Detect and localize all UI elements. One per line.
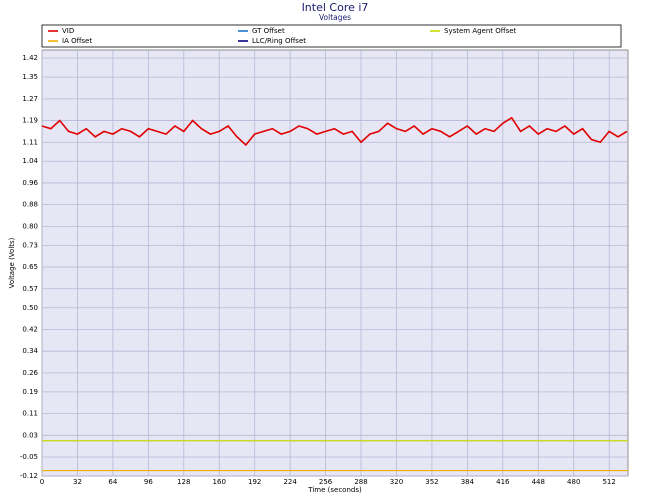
y-tick-label: 0.42 [22,325,38,333]
legend-label: GT Offset [252,27,285,35]
y-tick-label: 0.73 [22,241,38,249]
y-tick-label: 0.34 [22,347,38,355]
x-tick-label: 416 [496,478,510,486]
y-tick-label: -0.12 [20,472,38,480]
x-tick-label: 352 [425,478,438,486]
x-tick-label: 224 [283,478,297,486]
y-axis-label: Voltage (Volts) [8,237,16,288]
x-tick-label: 32 [73,478,82,486]
y-tick-label: 0.50 [22,304,38,312]
x-tick-label: 64 [108,478,117,486]
y-tick-label: 1.11 [22,138,38,146]
y-tick-label: 1.27 [22,95,38,103]
x-tick-label: 0 [40,478,44,486]
x-tick-label: 480 [567,478,580,486]
x-tick-label: 288 [354,478,367,486]
x-tick-label: 384 [461,478,475,486]
y-tick-label: 0.11 [22,410,38,418]
x-tick-label: 128 [177,478,190,486]
y-tick-label: 0.26 [22,369,38,377]
chart-subtitle: Voltages [319,13,351,22]
chart-title: Intel Core i7 [302,1,369,14]
y-tick-label: 1.19 [22,117,38,125]
x-tick-label: 448 [532,478,545,486]
plot-area [41,49,629,477]
y-tick-label: 0.03 [22,431,38,439]
x-tick-label: 160 [213,478,226,486]
y-tick-label: -0.05 [20,453,38,461]
legend-label: System Agent Offset [444,27,517,35]
x-tick-label: 320 [390,478,403,486]
y-tick-label: 0.57 [22,285,38,293]
y-tick-label: 0.88 [22,201,38,209]
series-line [41,116,628,147]
y-tick-label: 1.42 [22,54,38,62]
x-tick-label: 96 [144,478,153,486]
legend-label: IA Offset [62,37,92,45]
y-tick-label: 0.19 [22,388,38,396]
y-tick-label: 0.65 [22,263,38,271]
legend-box [41,24,622,48]
x-tick-label: 512 [602,478,615,486]
x-axis-label: Time (seconds) [307,486,362,494]
y-tick-label: 1.35 [22,73,38,81]
y-tick-label: 1.04 [22,157,38,165]
y-tick-label: 0.96 [22,179,38,187]
x-tick-label: 192 [248,478,261,486]
legend-label: LLC/Ring Offset [252,37,306,45]
y-tick-label: 0.80 [22,222,38,230]
legend-label: VID [62,27,74,35]
x-tick-label: 256 [319,478,333,486]
